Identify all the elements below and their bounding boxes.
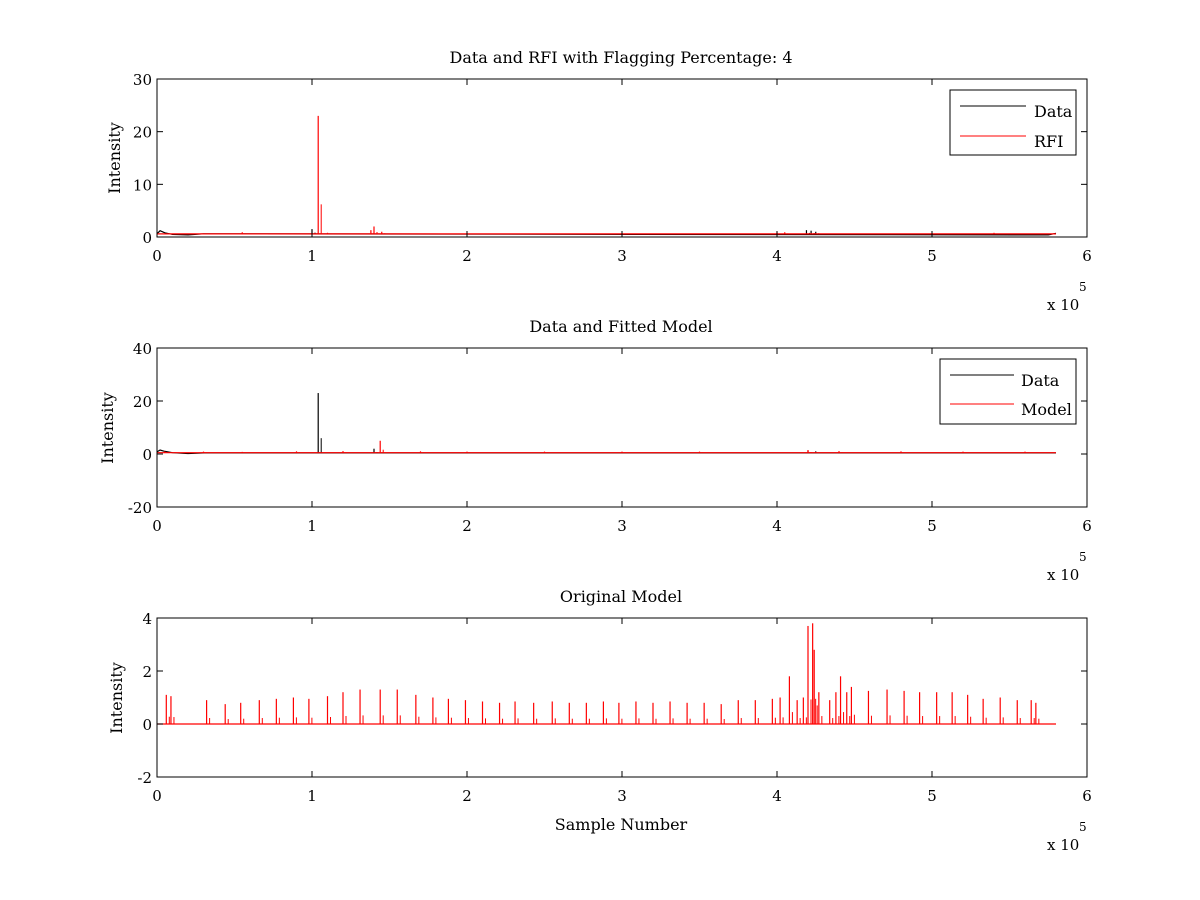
legend-box [949, 89, 1077, 156]
x-tick-label: 1 [307, 517, 317, 535]
x-tick-label: 0 [152, 787, 162, 805]
x-multiplier-exponent: 5 [1079, 550, 1087, 564]
x-tick-label: 6 [1082, 787, 1092, 805]
subplot-title: Data and RFI with Flagging Percentage: 4 [449, 48, 792, 67]
y-tick-label: 40 [133, 340, 152, 358]
series-layer [156, 393, 1056, 455]
series-data-line [156, 229, 1057, 236]
x-tick-label: 2 [462, 247, 472, 265]
legend: Data RFI [949, 89, 1077, 156]
y-tick-label: 20 [133, 393, 152, 411]
subplot-title: Data and Fitted Model [529, 317, 712, 336]
x-tick-label: 0 [152, 517, 162, 535]
x-tick-label: 3 [617, 247, 627, 265]
ticks-layer: 0 1 2 3 4 5 6 0 10 20 30 [133, 71, 1092, 265]
x-multiplier-exponent: 5 [1079, 820, 1087, 834]
x-tick-label: 5 [927, 787, 937, 805]
y-tick-label: 30 [133, 71, 152, 89]
x-tick-label: 1 [307, 787, 317, 805]
subplot-data-and-fitted-model: Data and Fitted Model Intensity 0 1 2 3 4 5 6 -… [98, 317, 1092, 584]
y-tick-label: 0 [142, 229, 152, 247]
y-axis-label: Intensity [107, 662, 126, 734]
legend-label-data: Data [1021, 371, 1060, 390]
x-tick-label: 4 [772, 787, 782, 805]
x-tick-label: 6 [1082, 247, 1092, 265]
x-tick-label: 6 [1082, 517, 1092, 535]
y-tick-label: 10 [133, 176, 152, 194]
x-multiplier-exponent: 5 [1079, 280, 1087, 294]
y-tick-label: 4 [142, 610, 152, 628]
y-tick-label: -2 [137, 769, 152, 787]
y-tick-label: 0 [142, 446, 152, 464]
x-tick-label: 2 [462, 787, 472, 805]
x-axis-label: Sample Number [555, 815, 688, 834]
x-multiplier-base: x 10 [1047, 836, 1079, 854]
x-tick-label: 0 [152, 247, 162, 265]
x-tick-label: 4 [772, 517, 782, 535]
subplot-data-and-rfi: Data and RFI with Flagging Percentage: 4… [105, 48, 1092, 314]
y-tick-label: 0 [142, 716, 152, 734]
x-tick-label: 3 [617, 517, 627, 535]
series-layer [157, 623, 1056, 725]
x-tick-label: 2 [462, 517, 472, 535]
y-axis-label: Intensity [105, 122, 124, 194]
y-axis-label: Intensity [98, 392, 117, 464]
y-tick-label: 2 [142, 663, 152, 681]
legend-label-data: Data [1034, 102, 1073, 121]
legend-box [939, 358, 1077, 425]
y-tick-label: 20 [133, 124, 152, 142]
x-tick-label: 4 [772, 247, 782, 265]
legend-label-model: Model [1021, 400, 1072, 419]
x-multiplier-base: x 10 [1047, 296, 1079, 314]
subplot-title: Original Model [560, 587, 682, 606]
x-tick-label: 5 [927, 247, 937, 265]
legend: Data Model [939, 358, 1077, 425]
x-multiplier-base: x 10 [1047, 566, 1079, 584]
x-tick-label: 3 [617, 787, 627, 805]
series-layer [156, 115, 1057, 236]
x-tick-label: 1 [307, 247, 317, 265]
y-tick-label: -20 [128, 499, 152, 517]
legend-label-rfi: RFI [1034, 132, 1063, 151]
x-tick-label: 5 [927, 517, 937, 535]
